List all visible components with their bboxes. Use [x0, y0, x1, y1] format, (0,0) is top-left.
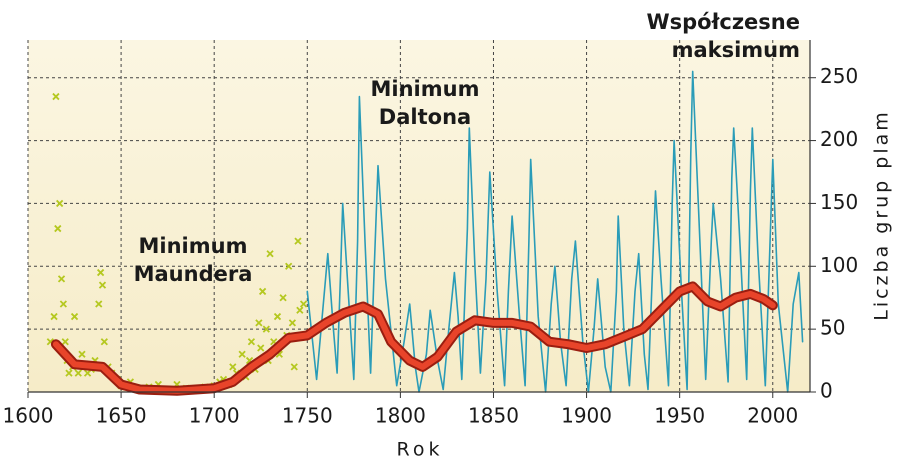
trend-line [52, 283, 776, 394]
x-tick-label: 2000 [747, 404, 798, 428]
cross-marker [238, 350, 246, 358]
annotation: Minimum [139, 234, 248, 258]
cross-marker [262, 325, 270, 333]
cross-marker [65, 369, 73, 377]
x-tick-label: 1750 [282, 404, 333, 428]
cross-marker [54, 224, 62, 233]
annotation: Daltona [379, 105, 471, 129]
cross-marker [78, 350, 86, 358]
cross-marker [74, 369, 82, 377]
cross-marker [56, 199, 64, 208]
cross-marker [255, 319, 263, 327]
cross-marker [96, 268, 105, 277]
x-axis-label: Rok [397, 439, 444, 461]
cross-marker [257, 344, 265, 352]
cross-marker [288, 319, 297, 327]
y-tick-label: 0 [820, 379, 833, 403]
annotation: Minimum [371, 77, 480, 101]
cross-marker [100, 338, 108, 346]
x-tick-label: 1950 [654, 404, 705, 428]
y-tick-label: 250 [820, 64, 858, 88]
annotation: Współczesne [646, 10, 800, 34]
y-tick-label: 150 [820, 190, 858, 214]
cross-marker [285, 262, 293, 270]
cross-marker [95, 300, 103, 308]
cross-marker [279, 294, 287, 302]
cross-marker [61, 338, 69, 346]
cross-marker [294, 237, 302, 245]
cross-marker [52, 92, 60, 101]
cross-marker [247, 338, 256, 346]
cross-marker [50, 312, 58, 321]
cross-marker [290, 363, 298, 371]
y-tick-label: 50 [820, 316, 845, 340]
cross-marker [57, 275, 66, 283]
x-tick-label: 1700 [189, 404, 240, 428]
x-tick-label: 1600 [3, 404, 54, 428]
y-tick-label: 100 [820, 253, 858, 277]
cross-marker [299, 300, 308, 308]
y-tick-label: 200 [820, 127, 858, 151]
cross-marker [98, 281, 107, 289]
x-tick-label: 1850 [468, 404, 519, 428]
annotation: Maundera [134, 262, 253, 286]
cross-marker [59, 300, 68, 308]
cross-marker [229, 363, 237, 371]
x-tick-label: 1800 [375, 404, 426, 428]
x-tick-label: 1900 [561, 404, 612, 428]
x-tick-label: 1650 [96, 404, 147, 428]
cross-marker [296, 306, 304, 314]
annotation: maksimum [672, 38, 800, 62]
cross-marker [70, 312, 79, 321]
y-axis-label: Liczba grup plam [871, 109, 893, 321]
cross-marker [266, 250, 274, 258]
cross-marker [258, 287, 267, 296]
cross-marker [273, 312, 282, 321]
